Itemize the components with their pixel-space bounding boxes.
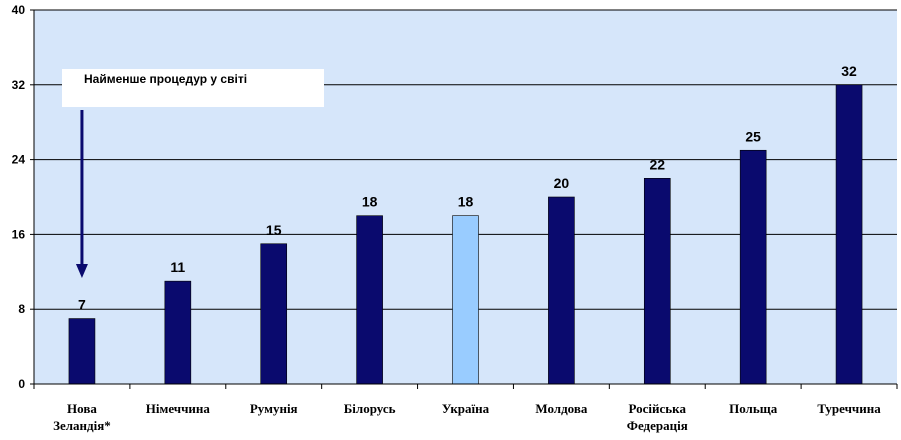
y-tick-label: 0 [18,377,25,391]
value-label: 7 [78,297,86,313]
category-label-line: Молдова [535,401,587,416]
bar [548,196,575,385]
value-label: 15 [266,222,282,238]
category-label: Білорусь [344,401,396,416]
category-label-line: Румунія [250,401,298,416]
value-label: 18 [458,194,474,210]
category-label-line: Україна [442,401,490,416]
annotation: Найменше процедур у світі [62,69,324,278]
bar [356,215,383,385]
bar [835,84,863,385]
bars [68,84,863,385]
category-label-line: Нова [67,401,97,416]
bar [164,280,192,385]
y-tick-label: 16 [12,227,26,241]
y-tick-label: 24 [12,153,26,167]
x-axis: Нова Зеландія* Німеччина Румунія Білорусь Укр… [33,383,898,433]
bar [452,215,479,385]
category-label: Україна [442,401,490,416]
category-label-line: Німеччина [146,401,211,416]
bar [643,178,671,385]
value-label: 18 [362,194,378,210]
value-label: 22 [649,156,665,172]
category-label-line: Федерація [627,418,688,433]
category-label: Російська Федерація [627,401,688,433]
category-label: Нова Зеландія* [53,401,111,433]
value-label: 25 [745,128,761,144]
value-label: 20 [554,175,570,191]
y-tick-label: 8 [18,302,25,316]
category-label-line: Зеландія* [53,418,111,433]
annotation-arrowhead [75,264,88,278]
bar [68,318,96,385]
value-label: 32 [841,63,857,79]
category-label: Румунія [250,401,298,416]
category-label: Молдова [535,401,587,416]
y-axis: 0 8 16 24 32 40 [12,3,35,391]
category-label-line: Польща [729,401,778,416]
annotation-box [62,69,324,107]
value-labels: 7 11 15 18 18 20 22 25 32 [78,63,857,313]
category-label: Німеччина [146,401,211,416]
category-label: Туреччина [817,401,881,416]
value-label: 11 [170,259,185,275]
annotation-text: Найменше процедур у світі [84,72,247,86]
category-label: Польща [729,401,778,416]
y-tick-label: 40 [12,3,26,17]
y-tick-label: 32 [12,78,26,92]
category-label-line: Білорусь [344,401,396,416]
category-label-line: Туреччина [817,401,881,416]
bar [260,243,288,385]
category-label-line: Російська [629,401,687,416]
bar [739,149,767,385]
